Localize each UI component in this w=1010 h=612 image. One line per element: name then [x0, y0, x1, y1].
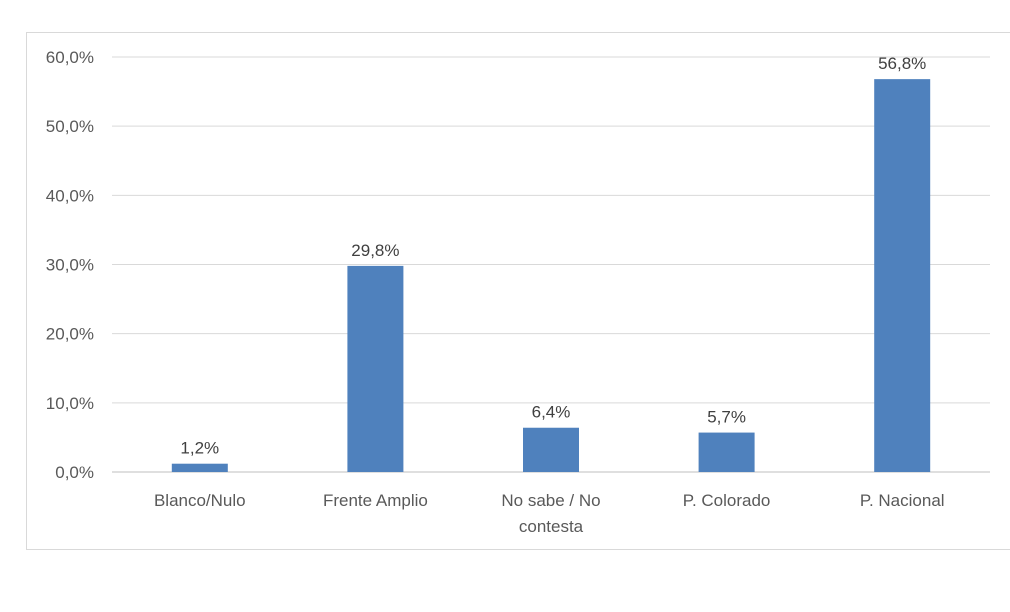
y-tick-label: 10,0%: [46, 394, 94, 413]
bar: [347, 265, 404, 472]
x-tick-label: P. Colorado: [683, 491, 771, 510]
bar: [874, 79, 931, 472]
bar: [171, 463, 228, 472]
data-label: 29,8%: [351, 241, 399, 260]
x-tick-label: No sabe / No contesta: [501, 491, 600, 536]
bar: [698, 432, 755, 472]
y-tick-label: 40,0%: [46, 186, 94, 205]
data-label: 56,8%: [878, 54, 926, 73]
y-tick-label: 30,0%: [46, 256, 94, 275]
y-tick-label: 0,0%: [55, 463, 94, 482]
x-tick-label: Blanco/Nulo: [154, 491, 246, 510]
data-label: 6,4%: [532, 403, 571, 422]
data-label: 5,7%: [707, 408, 746, 427]
data-label: 1,2%: [180, 439, 219, 458]
y-tick-label: 20,0%: [46, 325, 94, 344]
x-tick-label: P. Nacional: [860, 491, 945, 510]
y-tick-label: 60,0%: [46, 48, 94, 67]
bar: [523, 427, 579, 472]
chart-frame: [26, 32, 1010, 550]
y-tick-label: 50,0%: [46, 117, 94, 136]
x-tick-label: Frente Amplio: [323, 491, 428, 510]
